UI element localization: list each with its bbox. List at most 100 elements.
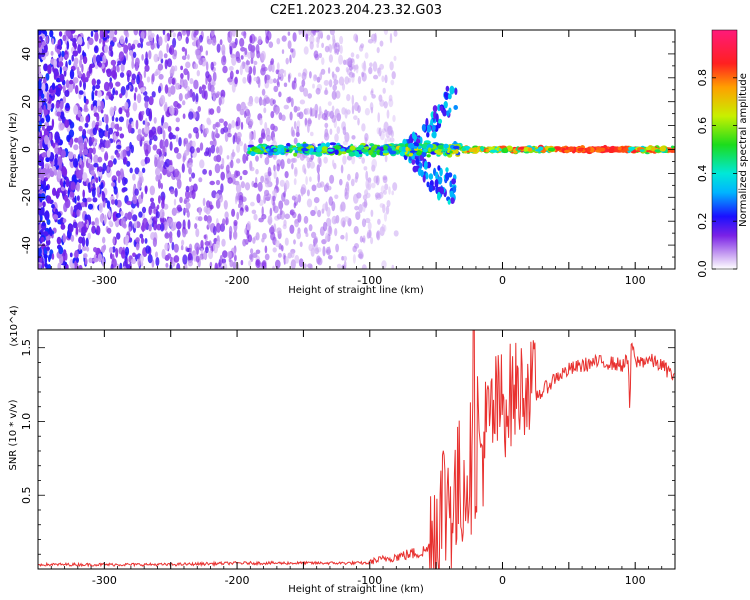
heatmap-cell <box>47 168 51 174</box>
heatmap-cell <box>309 264 313 269</box>
heatmap-cell <box>73 104 79 115</box>
heatmap-cell <box>240 181 245 189</box>
heatmap-cell <box>205 246 209 254</box>
heatmap-cell <box>293 178 297 186</box>
heatmap-cell <box>200 239 204 249</box>
heatmap-y-axis: -40 -20 0 20 40 <box>20 29 675 270</box>
heatmap-cell <box>284 213 291 220</box>
heatmap-cell <box>205 147 210 155</box>
heatmap-cell <box>264 121 268 132</box>
heatmap-cell <box>265 134 272 142</box>
heatmap-cell <box>207 220 211 228</box>
heatmap-cell <box>353 64 359 70</box>
heatmap-cell <box>273 170 277 180</box>
heatmap-cell <box>231 208 236 217</box>
heatmap-cell <box>379 40 384 47</box>
heatmap-cell <box>122 223 127 229</box>
heatmap-cell <box>448 93 452 100</box>
heatmap-cell <box>140 224 147 232</box>
heatmap-cell <box>39 256 43 263</box>
heatmap-cell <box>598 147 606 152</box>
heatmap-cell <box>242 153 247 164</box>
heatmap-cell <box>216 222 221 233</box>
heatmap-cell <box>46 219 51 225</box>
heatmap-cell <box>346 186 350 195</box>
heatmap-cell <box>182 113 186 119</box>
heatmap-cell <box>250 151 256 157</box>
heatmap-cell <box>72 221 78 229</box>
heatmap-cell <box>88 37 94 46</box>
heatmap-cell <box>335 90 341 99</box>
heatmap-cell <box>281 35 287 42</box>
heatmap-cell <box>64 90 70 97</box>
heatmap-cell <box>247 144 255 148</box>
heatmap-cell <box>136 74 140 85</box>
heatmap-cell <box>250 45 256 53</box>
heatmap-cell <box>306 198 313 208</box>
heatmap-cell <box>252 237 256 244</box>
heatmap-cell <box>65 30 71 37</box>
heatmap-cell <box>324 87 328 95</box>
heatmap-cell <box>379 63 384 70</box>
heatmap-cell <box>49 170 55 178</box>
heatmap-cell <box>323 79 330 86</box>
heatmap-cell <box>608 147 616 153</box>
heatmap-cell <box>46 92 50 102</box>
heatmap-cell <box>422 148 428 153</box>
heatmap-cell <box>95 54 102 64</box>
heatmap-cell <box>98 202 103 213</box>
heatmap-cell <box>60 124 64 131</box>
heatmap-cell <box>98 62 102 68</box>
heatmap-cell <box>43 43 48 54</box>
heatmap-cell <box>119 133 125 139</box>
snr-panel: -300 -200 -100 0 100 0.5 1.0 1.5 Height of str… <box>8 305 676 595</box>
heatmap-cell <box>127 42 132 51</box>
heatmap-cell <box>321 57 325 65</box>
heatmap-cell <box>383 30 389 36</box>
heatmap-cell <box>158 85 162 94</box>
heatmap-cell <box>342 126 347 136</box>
heatmap-cell <box>310 209 316 217</box>
heatmap-cell <box>342 155 347 165</box>
heatmap-cell <box>239 210 244 217</box>
heatmap-cell <box>45 185 49 191</box>
heatmap-cell <box>376 67 381 74</box>
heatmap-cell <box>351 94 355 106</box>
heatmap-cell <box>221 50 226 57</box>
heatmap-cell <box>393 55 397 62</box>
heatmap-cell <box>443 91 448 98</box>
heatmap-cell <box>278 200 284 210</box>
heatmap-cell <box>155 251 158 258</box>
heatmap-cell <box>322 221 328 232</box>
heatmap-cell <box>87 147 94 154</box>
heatmap-cell <box>468 147 477 153</box>
heatmap-cell <box>115 81 121 87</box>
heatmap-cell <box>293 137 298 145</box>
heatmap-cell <box>235 51 240 61</box>
colorbar-label: Normalized spectral amplitude <box>738 73 749 227</box>
heatmap-cell <box>73 144 79 151</box>
heatmap-cell <box>185 61 191 69</box>
heatmap-cell <box>41 221 46 227</box>
heatmap-cell <box>215 179 221 186</box>
heatmap-cell <box>123 265 126 269</box>
heatmap-cell <box>275 259 281 269</box>
heatmap-cell <box>198 86 203 95</box>
heatmap-cell <box>51 38 55 45</box>
heatmap-cell <box>361 218 367 228</box>
heatmap-cell <box>145 149 149 157</box>
heatmap-cell <box>296 126 300 137</box>
heatmap-cell <box>83 95 87 104</box>
heatmap-cell <box>301 72 307 81</box>
heatmap-cell <box>51 118 55 128</box>
heatmap-cell <box>373 74 379 80</box>
heatmap-cell <box>328 246 331 256</box>
heatmap-cell <box>173 198 177 206</box>
heatmap-cell <box>340 148 346 152</box>
heatmap-cell <box>368 149 373 156</box>
heatmap-cell <box>343 255 348 262</box>
heatmap-cell <box>92 257 99 263</box>
heatmap-cell <box>422 174 426 183</box>
x-tick-label: 100 <box>625 274 646 287</box>
